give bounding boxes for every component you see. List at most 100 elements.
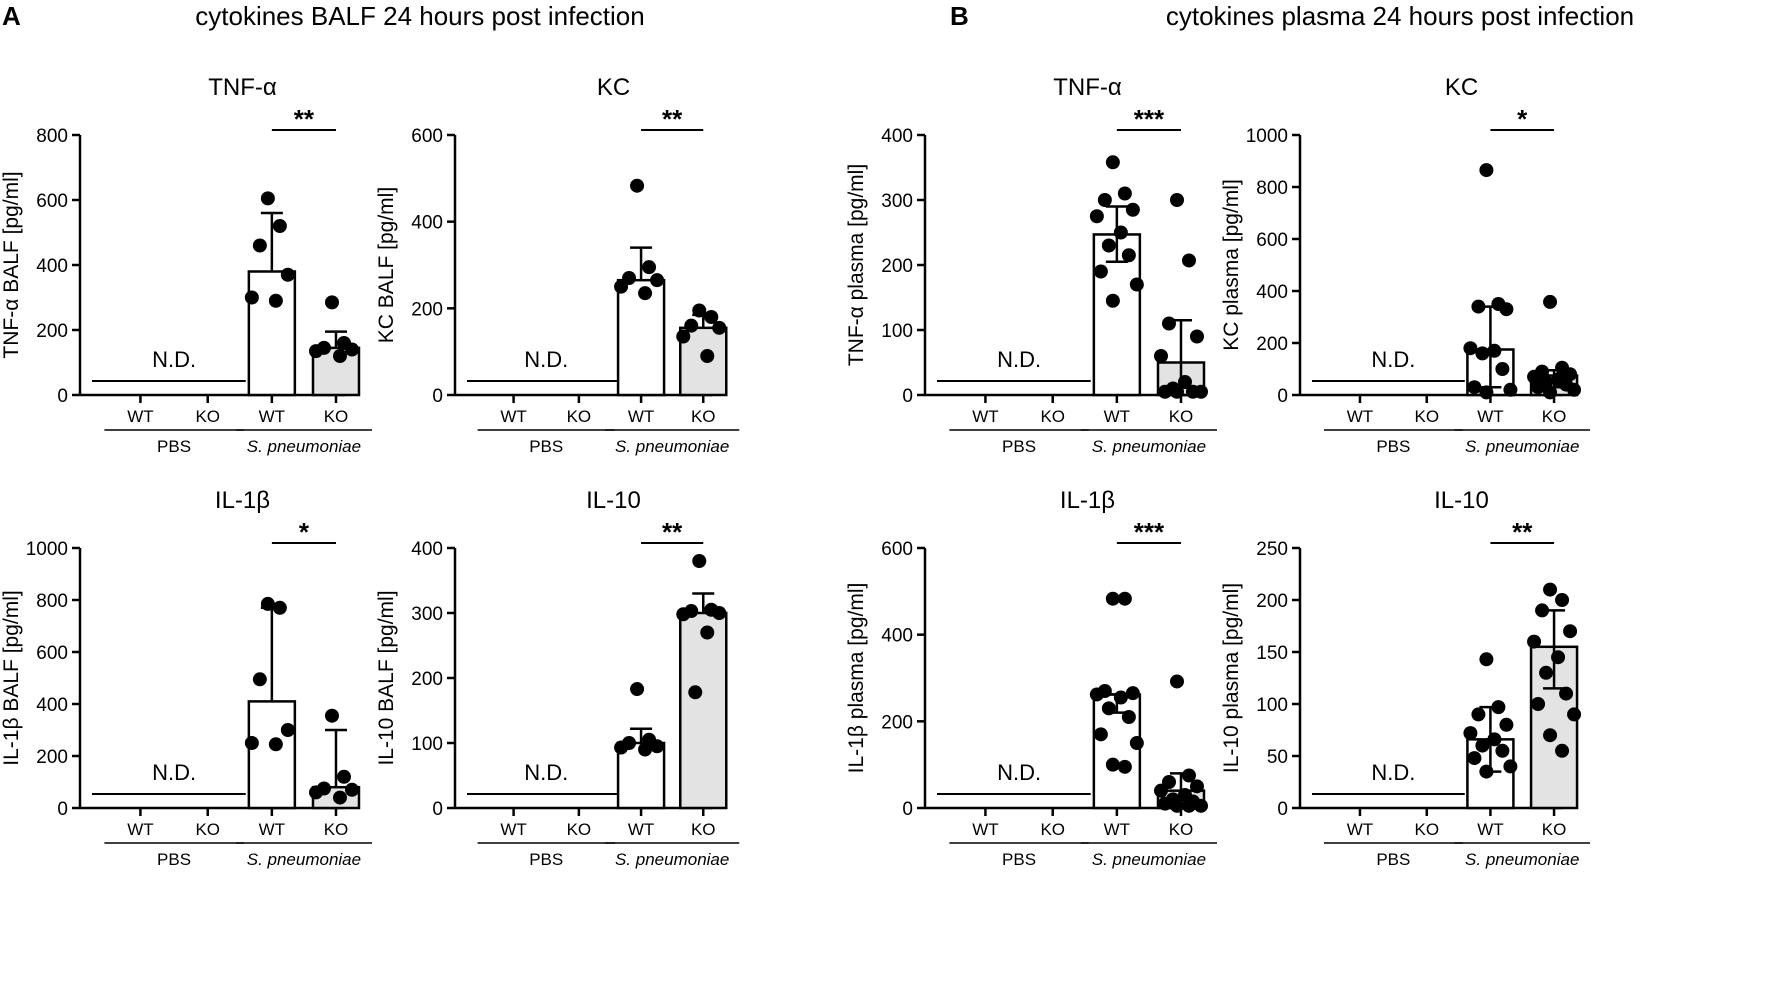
data-point [1563, 624, 1578, 639]
y-tick-label: 800 [1256, 178, 1288, 199]
chart-title: IL-1β [1060, 487, 1115, 514]
y-axis-label: KC plasma [pg/ml] [1220, 179, 1243, 351]
y-tick-label: 400 [411, 213, 443, 234]
data-point [692, 554, 707, 568]
section-title-plasma: cytokines plasma 24 hours post infection [1166, 1, 1634, 31]
data-point [1105, 155, 1120, 170]
y-tick-label: 600 [881, 539, 913, 560]
data-point [712, 606, 727, 620]
x-category-label: KO [1169, 407, 1194, 426]
x-category-label: KO [324, 820, 349, 839]
data-point [1117, 591, 1132, 606]
group-label-pneumoniae: S. pneumoniae [247, 850, 361, 869]
group-label-pbs: PBS [1002, 437, 1036, 456]
x-category-label: WT [1477, 820, 1503, 839]
x-category-label: WT [500, 407, 526, 426]
significance-label: * [299, 517, 310, 547]
data-point [1125, 202, 1140, 217]
data-point [630, 178, 645, 193]
y-tick-label: 0 [57, 386, 68, 407]
x-category-label: WT [127, 820, 153, 839]
data-point [1531, 697, 1546, 711]
y-tick-label: 0 [432, 799, 443, 820]
data-point [1181, 798, 1196, 813]
data-point [280, 723, 295, 737]
x-category-label: KO [567, 407, 592, 426]
data-point [1113, 225, 1128, 240]
data-point [1495, 362, 1510, 376]
data-point [1499, 717, 1514, 732]
group-label-pneumoniae: S. pneumoniae [247, 437, 361, 456]
section-title-balf: cytokines BALF 24 hours post infection [195, 1, 644, 31]
bar [247, 700, 297, 810]
nd-label: N.D. [997, 760, 1041, 785]
data-point [638, 742, 653, 757]
x-category-label: WT [1104, 820, 1130, 839]
y-tick-label: 0 [902, 799, 913, 820]
data-point [1117, 759, 1132, 774]
group-label-pbs: PBS [157, 850, 191, 869]
data-point [1559, 686, 1574, 701]
x-category-label: KO [1040, 820, 1065, 839]
nd-label: N.D. [152, 760, 196, 785]
data-point [1117, 186, 1132, 201]
y-tick-label: 200 [36, 747, 68, 768]
y-tick-label: 0 [1277, 799, 1288, 820]
y-tick-label: 300 [881, 191, 913, 212]
y-tick-label: 250 [1256, 539, 1288, 560]
data-point [268, 293, 283, 308]
data-point [650, 739, 665, 754]
y-tick-label: 0 [1277, 386, 1288, 407]
data-point [1153, 783, 1168, 798]
chart-plasma_il1b: IL-1β 0 200 400 600 IL-1β plasma [pg/ml] WT KO W… [845, 487, 1217, 869]
data-point [1193, 798, 1208, 813]
y-tick-label: 0 [902, 386, 913, 407]
x-category-label: WT [1347, 820, 1373, 839]
data-point [1467, 751, 1482, 766]
y-tick-label: 300 [411, 604, 443, 625]
data-point [324, 295, 339, 310]
data-point [1189, 329, 1204, 344]
significance-label: *** [1134, 517, 1165, 547]
x-category-label: WT [628, 407, 654, 426]
x-category-label: WT [1104, 407, 1130, 426]
data-point [1471, 707, 1486, 722]
y-tick-label: 200 [1256, 334, 1288, 355]
data-point [650, 273, 665, 288]
y-tick-label: 200 [1256, 591, 1288, 612]
x-category-label: KO [691, 407, 716, 426]
data-point [638, 286, 653, 301]
chart-balf_il1b: IL-1β 0 200 400 600 800 1000 IL-1β BALF [pg/ml]… [0, 487, 372, 869]
y-axis-label: IL-10 plasma [pg/ml] [1220, 583, 1243, 773]
chart-title: KC [597, 74, 630, 101]
nd-label: N.D. [1371, 347, 1415, 372]
y-tick-label: 200 [881, 256, 913, 277]
data-point [332, 790, 347, 805]
y-tick-label: 600 [411, 126, 443, 147]
chart-title: IL-1β [215, 487, 270, 514]
significance-label: ** [1512, 517, 1533, 547]
bar [247, 270, 297, 397]
data-point [332, 349, 347, 363]
y-tick-label: 0 [432, 386, 443, 407]
x-category-label: KO [1414, 407, 1439, 426]
panel-letter-b: B [950, 1, 969, 31]
data-point [1479, 652, 1494, 667]
data-point [1105, 591, 1120, 606]
nd-label: N.D. [524, 347, 568, 372]
data-point [1503, 759, 1518, 774]
x-category-label: WT [259, 407, 285, 426]
data-point [1193, 384, 1208, 399]
charts-area: TNF-α 0 200 400 600 800 TNF-α BALF [pg/ml] WT KO… [0, 74, 1591, 869]
data-point [1101, 701, 1116, 716]
chart-title: KC [1445, 74, 1478, 101]
chart-title: TNF-α [1053, 74, 1122, 101]
data-point [260, 191, 275, 206]
y-tick-label: 100 [881, 321, 913, 342]
y-axis-label: IL-1β plasma [pg/ml] [845, 583, 868, 774]
data-point [1093, 264, 1108, 279]
data-point [1097, 193, 1112, 207]
data-point [1093, 727, 1108, 742]
chart-title: IL-10 [1434, 487, 1489, 514]
